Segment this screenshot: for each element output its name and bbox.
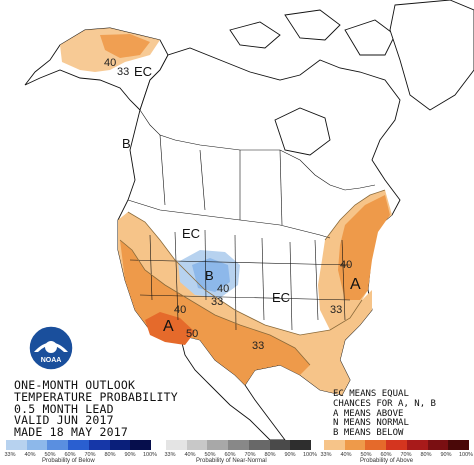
alaska-above-40 [100, 34, 150, 58]
legend-above-swatch-4 [406, 440, 428, 450]
ec-label-central: EC [272, 290, 291, 305]
legend-above-tick-5: 80% [420, 452, 432, 458]
legend-below-tick-4: 70% [84, 452, 96, 458]
legend-below-tick-6: 90% [124, 452, 136, 458]
contour-40-b: 40 [217, 283, 230, 295]
ec-note-line-3: A MEANS ABOVE [333, 408, 404, 419]
legend-normal-tick-1: 40% [184, 452, 196, 458]
west-above-region [118, 212, 372, 395]
southwest-above-50 [145, 312, 195, 345]
legend-below-swatch-0 [6, 440, 27, 450]
legend-below-tick-3: 60% [64, 452, 76, 458]
ec-label-alaska: EC [134, 64, 153, 79]
legend-above-swatch-2 [365, 440, 387, 450]
legend-normal-bar [166, 440, 311, 450]
legend-above-swatch-0 [324, 440, 345, 450]
ec-label-west: EC [182, 226, 201, 241]
contour-40-southwest: 40 [174, 304, 187, 316]
legend-above-tick-0: 33% [320, 452, 332, 458]
contour-33-east: 33 [330, 304, 343, 316]
legend-normal-swatch-6 [290, 440, 311, 450]
legend-above-bar [324, 440, 469, 450]
title-line-5: MADE 18 MAY 2017 [14, 425, 128, 440]
legend-below-swatch-2 [47, 440, 69, 450]
title-line-3: 0.5 MONTH LEAD [14, 401, 114, 416]
legend-normal-tick-3: 60% [224, 452, 236, 458]
legend-below-tick-7: 100% [142, 452, 158, 458]
b-label-west-coast: B [122, 136, 131, 151]
east-above-40 [338, 195, 390, 300]
legend-normal-tick-4: 70% [244, 452, 256, 458]
legend-above-tick-2: 50% [360, 452, 372, 458]
contours [119, 189, 386, 366]
legend-above-tick-6: 90% [440, 452, 452, 458]
legend-below-swatch-6 [130, 440, 151, 450]
legend-normal-ticks: 33% 40% 50% 60% 70% 80% 90% 100% [160, 452, 320, 458]
contour-33-south: 33 [252, 340, 265, 352]
legend-normal-swatch-2 [207, 440, 229, 450]
legend-above-ticks: 33% 40% 50% 60% 70% 80% 90% 100% [316, 452, 474, 458]
legend-normal-tick-7: 100% [302, 452, 318, 458]
outlook-title-block: ONE-MONTH OUTLOOK TEMPERATURE PROBABILIT… [14, 378, 214, 440]
legend-normal-tick-0: 33% [164, 452, 176, 458]
contour-33-b: 33 [211, 296, 224, 308]
legend-normal-tick-5: 80% [264, 452, 276, 458]
contour-40-east: 40 [340, 259, 353, 271]
legend-above-swatch-5 [427, 440, 449, 450]
legend-above-tick-4: 70% [400, 452, 412, 458]
contour-50-southwest: 50 [186, 328, 199, 340]
legend-above-swatch-6 [448, 440, 469, 450]
legend-normal-tick-6: 90% [284, 452, 296, 458]
a-label-east: A [350, 276, 361, 293]
legend-above-swatch-1 [344, 440, 366, 450]
b-label-central: B [205, 268, 214, 283]
legend-above-tick-7: 100% [458, 452, 474, 458]
legend-below-swatch-3 [68, 440, 89, 450]
legend-above-tick-3: 60% [380, 452, 392, 458]
legend-below-swatch-5 [109, 440, 131, 450]
central-below-40 [192, 258, 230, 292]
legend-below-swatch-4 [88, 440, 110, 450]
legend-below-caption: Probability of Below [42, 458, 95, 464]
a-label-southwest: A [163, 318, 174, 335]
title-line-4: VALID JUN 2017 [14, 413, 114, 428]
ec-legend-note: EC MEANS EQUAL CHANCES FOR A, N, B A MEA… [333, 389, 473, 439]
title-line-1: ONE-MONTH OUTLOOK [14, 378, 136, 392]
above-shading [60, 28, 392, 395]
legend-normal-swatch-3 [228, 440, 249, 450]
legend-normal-caption: Probability of Near-Normal [196, 458, 267, 464]
legend-below-bar [6, 440, 151, 450]
legend-below-tick-0: 33% [4, 452, 16, 458]
boundaries [127, 109, 376, 331]
noaa-logo: NOAA [28, 325, 74, 371]
ec-note-line-5: B MEANS BELOW [333, 428, 404, 439]
legend-normal-swatch-5 [269, 440, 291, 450]
legend-above-swatch-3 [386, 440, 407, 450]
legend-below-tick-1: 40% [24, 452, 36, 458]
legend-below-tick-2: 50% [44, 452, 56, 458]
legend-above-tick-1: 40% [340, 452, 352, 458]
legend-normal-swatch-1 [186, 440, 208, 450]
legend-normal-swatch-4 [248, 440, 270, 450]
noaa-logo-text: NOAA [41, 357, 62, 364]
legend-below-ticks: 33% 40% 50% 60% 70% 80% 90% 100% [0, 452, 160, 458]
legend-normal-tick-2: 50% [204, 452, 216, 458]
southwest-above-40 [120, 240, 310, 385]
ec-note-line-4: N MEANS NORMAL [333, 418, 409, 429]
ec-note-line-2: CHANCES FOR A, N, B [333, 398, 436, 409]
legend-normal-swatch-0 [166, 440, 187, 450]
ec-note-line-1: EC MEANS EQUAL [333, 389, 409, 399]
title-line-2: TEMPERATURE PROBABILITY [14, 389, 178, 404]
legend-above-caption: Probability of Above [360, 458, 414, 464]
contour-40-alaska: 40 [104, 57, 117, 69]
legend-below-tick-5: 80% [104, 452, 116, 458]
contour-33-alaska: 33 [117, 66, 130, 78]
legend-below-swatch-1 [26, 440, 48, 450]
